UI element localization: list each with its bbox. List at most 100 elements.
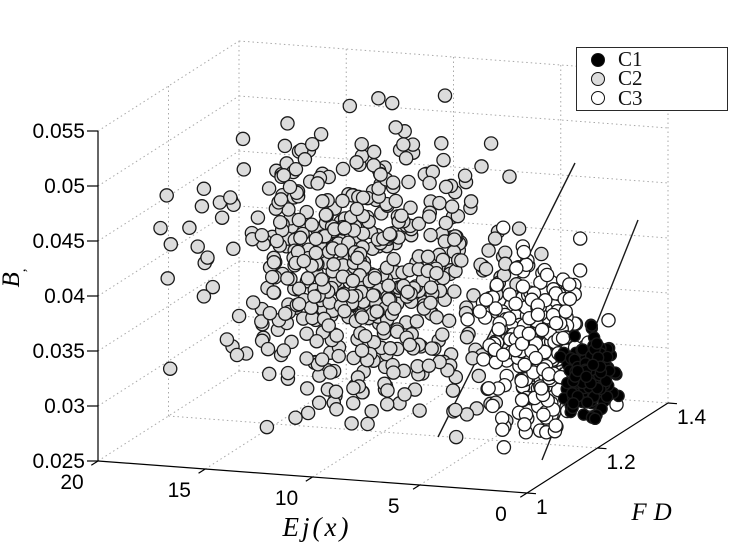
scatter-point xyxy=(436,152,451,168)
scatter-point xyxy=(264,269,280,285)
scatter-point xyxy=(590,337,604,350)
scatter-point xyxy=(326,257,341,272)
scatter-point xyxy=(344,416,359,431)
legend-item-c1: C1 xyxy=(591,49,727,70)
scatter-point xyxy=(383,341,398,356)
scatter-point xyxy=(539,267,555,283)
scatter-point xyxy=(471,368,487,384)
scatter-point xyxy=(463,194,479,209)
scatter-point xyxy=(548,315,564,331)
scatter-point xyxy=(401,174,416,190)
scatter-point xyxy=(568,329,581,343)
scatter-point xyxy=(335,161,351,177)
legend-item-c3: C3 xyxy=(591,87,727,108)
scatter-point xyxy=(483,136,499,151)
tick-label: 10 xyxy=(275,487,298,510)
scatter-point xyxy=(420,249,436,265)
scatter-point xyxy=(254,227,270,243)
scatter-point xyxy=(219,332,235,347)
scatter-point xyxy=(365,288,381,303)
scatter-point xyxy=(335,193,350,209)
scatter-point xyxy=(411,216,427,232)
scatter-point xyxy=(438,215,454,231)
scatter-point xyxy=(491,321,506,337)
scatter-point xyxy=(514,392,530,408)
scatter-point xyxy=(261,181,277,196)
scatter-point xyxy=(346,380,361,396)
scatter-point xyxy=(280,271,295,286)
scatter-point xyxy=(517,357,532,373)
scatter-point xyxy=(586,358,600,372)
tick-label: 0.045 xyxy=(32,230,85,253)
z-axis-label-subscript: , xyxy=(13,268,29,273)
z-axis-label-base: B xyxy=(0,272,25,288)
scatter-point xyxy=(369,304,385,319)
scatter-point xyxy=(412,403,427,418)
scatter-point xyxy=(280,365,296,381)
scatter-point xyxy=(200,250,215,265)
scatter-point xyxy=(489,277,505,293)
scatter-point xyxy=(437,88,453,103)
scatter-point xyxy=(288,161,304,177)
scatter-point xyxy=(474,159,489,174)
scatter-point xyxy=(323,365,338,380)
scatter-point xyxy=(335,287,351,303)
cluster-c2-points xyxy=(153,88,589,445)
scatter-point xyxy=(459,329,475,345)
scatter-point xyxy=(454,253,469,268)
scatter-point xyxy=(354,343,370,358)
tick-label: 1.2 xyxy=(607,451,636,474)
scatter-point xyxy=(457,168,473,183)
scatter-point xyxy=(309,333,324,349)
scatter-point xyxy=(514,336,530,352)
scatter-point xyxy=(307,289,322,304)
scatter-point xyxy=(349,155,364,170)
scatter-point xyxy=(576,343,589,356)
scatter-point xyxy=(163,237,179,252)
scatter-point xyxy=(205,279,221,295)
tick-label: 15 xyxy=(168,479,191,502)
scatter-point xyxy=(182,220,197,236)
scatter-point xyxy=(313,126,329,142)
scatter-point xyxy=(585,319,598,332)
scatter-point xyxy=(429,310,444,325)
scatter-point xyxy=(250,210,266,225)
scatter-point xyxy=(308,245,324,261)
scatter-point xyxy=(580,370,593,383)
scatter-point xyxy=(447,232,462,247)
scatter-point xyxy=(236,162,252,177)
scatter-point xyxy=(435,327,450,342)
scatter-point xyxy=(277,138,293,154)
scatter-point xyxy=(331,348,346,364)
scatter-point xyxy=(423,227,438,243)
legend-marker-c1-icon xyxy=(591,52,605,67)
scatter-point xyxy=(315,194,330,209)
scatter-point xyxy=(397,387,412,402)
scatter-point xyxy=(495,347,511,363)
scatter-point xyxy=(314,272,329,287)
scatter-point xyxy=(379,396,395,412)
scatter-point xyxy=(478,292,494,307)
scatter-point xyxy=(367,270,383,286)
scatter-point xyxy=(476,352,491,367)
scatter-point xyxy=(190,239,205,254)
scatter-point xyxy=(296,253,312,269)
scatter-point xyxy=(345,273,361,289)
scatter-point xyxy=(254,314,269,329)
scatter-point xyxy=(194,199,210,214)
scatter-point xyxy=(447,284,462,299)
scatter-point xyxy=(226,241,241,257)
scatter-point xyxy=(495,422,510,437)
scatter-point xyxy=(466,288,481,303)
scatter-point xyxy=(282,179,298,195)
scatter-point xyxy=(223,190,238,205)
scatter-point xyxy=(386,365,401,380)
tick-label: 1 xyxy=(536,496,548,519)
scatter-point xyxy=(438,179,454,195)
tick-label: 0.03 xyxy=(44,395,85,418)
scatter-point xyxy=(541,366,556,382)
scatter-point xyxy=(472,304,488,319)
scatter-point xyxy=(530,307,546,322)
scatter-point xyxy=(502,169,517,184)
